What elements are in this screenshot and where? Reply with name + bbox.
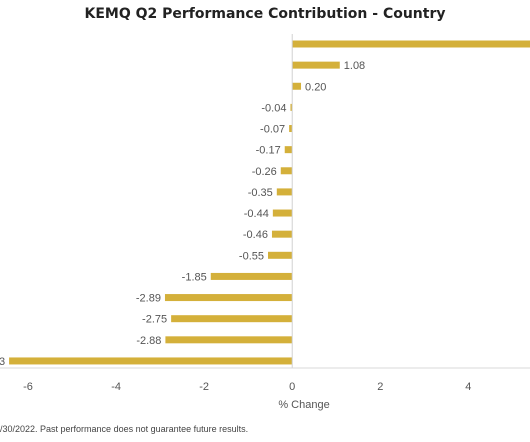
bar bbox=[276, 188, 293, 196]
bar bbox=[9, 357, 293, 365]
x-tick-label: -6 bbox=[23, 381, 33, 393]
bar-data-label: -0.26 bbox=[252, 166, 277, 178]
bar bbox=[268, 251, 293, 259]
bar bbox=[272, 209, 293, 217]
bar bbox=[271, 230, 293, 238]
bar-data-label: -6.43 bbox=[0, 356, 5, 368]
bar bbox=[284, 146, 293, 154]
bar bbox=[292, 82, 302, 90]
bar-data-label: -0.55 bbox=[239, 250, 264, 262]
bar-data-label: -1.85 bbox=[182, 271, 207, 283]
x-tick-label: 2 bbox=[377, 381, 383, 393]
x-axis-label: % Change bbox=[278, 399, 329, 411]
x-tick-label: -2 bbox=[199, 381, 209, 393]
bar bbox=[171, 315, 293, 323]
x-tick-label: 4 bbox=[465, 381, 471, 393]
bars-group: 1.08 0.20 -0.04 -0.07 -0.17 -0.26 -0.35 -0.44 -0… bbox=[0, 40, 530, 368]
bar-data-label: -0.17 bbox=[256, 145, 281, 157]
bar bbox=[164, 294, 293, 302]
bar-data-label: -0.07 bbox=[260, 124, 285, 136]
bar bbox=[165, 336, 293, 344]
bar-data-label: -2.75 bbox=[142, 314, 167, 326]
bar bbox=[290, 103, 293, 111]
x-tick-label: 0 bbox=[289, 381, 295, 393]
bar bbox=[289, 125, 293, 133]
bar bbox=[280, 167, 293, 175]
footnote: /30/2022. Past performance does not guar… bbox=[0, 424, 249, 434]
bar bbox=[292, 61, 340, 69]
bar bbox=[210, 272, 293, 280]
bar-data-label: -2.89 bbox=[136, 293, 161, 305]
bar-data-label: -0.46 bbox=[243, 229, 268, 241]
bar-data-label: -0.04 bbox=[261, 102, 286, 114]
bar-data-label: 1.08 bbox=[344, 60, 365, 72]
bar-data-label: -0.35 bbox=[248, 187, 273, 199]
bar bbox=[292, 40, 530, 48]
chart-title: KEMQ Q2 Performance Contribution - Count… bbox=[84, 6, 446, 22]
x-axis: -6 -4 -2 0 2 4 bbox=[0, 34, 530, 393]
bar-data-label: -2.88 bbox=[136, 335, 161, 347]
bar-data-label: -0.44 bbox=[244, 208, 269, 220]
bar-data-label: 0.20 bbox=[305, 81, 326, 93]
x-tick-label: -4 bbox=[111, 381, 121, 393]
